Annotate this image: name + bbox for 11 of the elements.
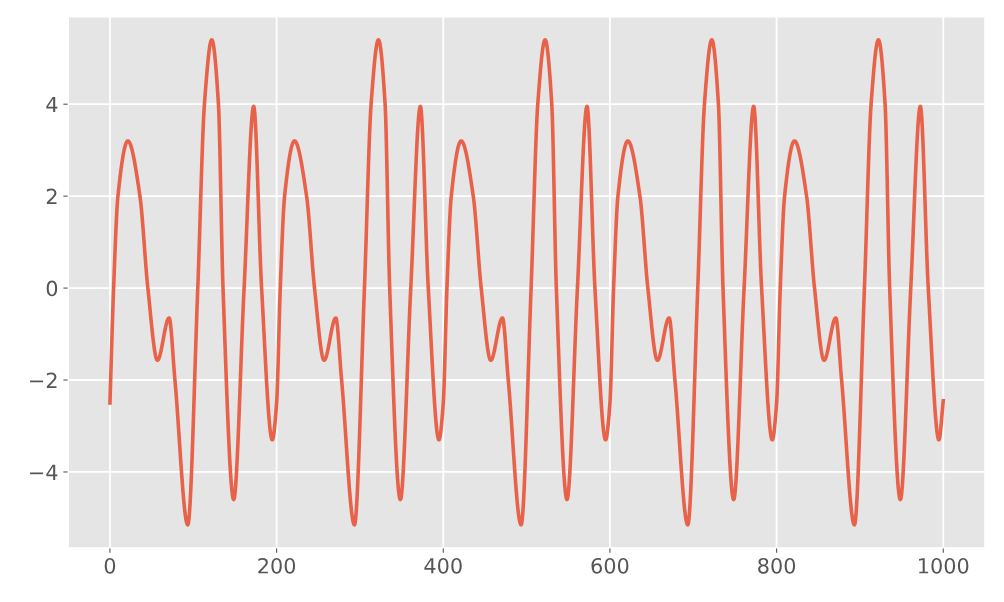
x-tick-label: 800 xyxy=(758,557,796,574)
y-tick-label: 4 xyxy=(46,96,58,113)
y-tick-label: −2 xyxy=(30,372,57,388)
y-tick-label: −4 xyxy=(30,464,58,480)
x-tick-label: 0 xyxy=(104,557,116,574)
x-tick-label: 200 xyxy=(258,557,296,574)
y-tick-label: 2 xyxy=(46,188,57,205)
x-tick-label: 400 xyxy=(424,557,462,574)
y-tick-label: 0 xyxy=(46,280,58,297)
x-tick-label: 1000 xyxy=(919,557,969,574)
x-tick-label: 600 xyxy=(591,557,629,574)
